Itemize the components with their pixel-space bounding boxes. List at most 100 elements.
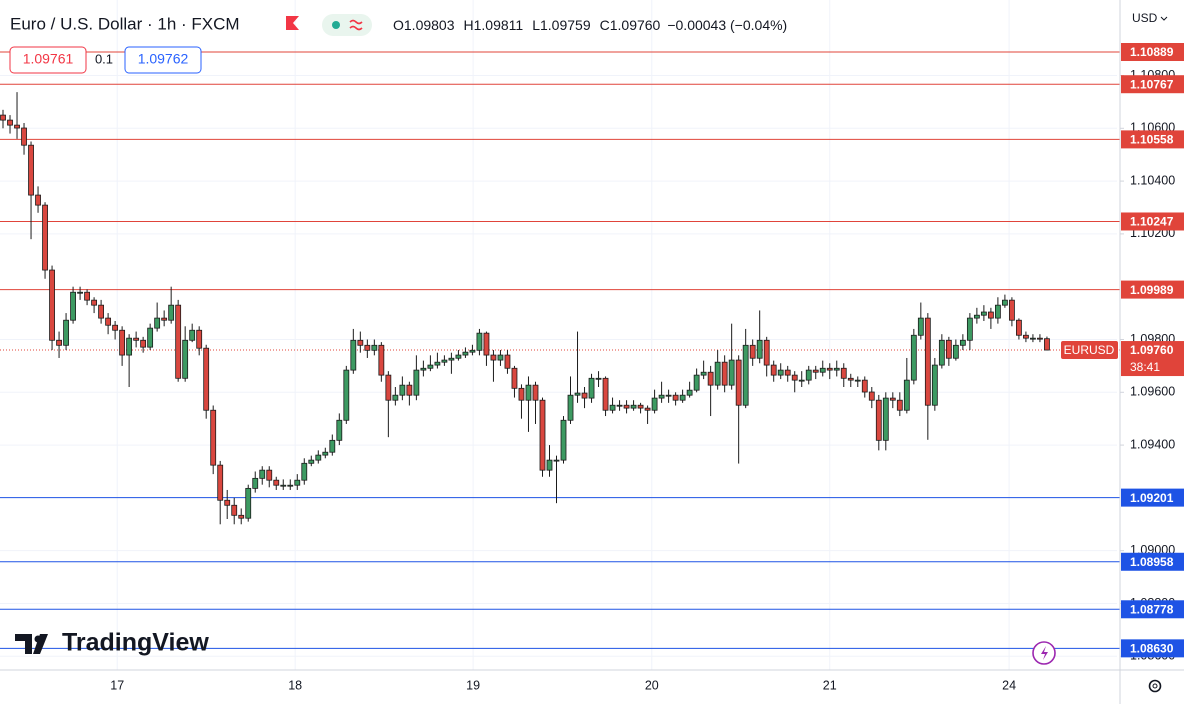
candle-body [98, 304, 104, 319]
candle-body [749, 344, 756, 359]
candle-body [546, 459, 553, 471]
candle-body [42, 204, 48, 271]
last-price-box [1121, 341, 1184, 377]
grid [0, 0, 1117, 670]
candle-body [875, 399, 882, 441]
level-label: 1.10247 [1130, 215, 1174, 229]
candle-body [847, 377, 854, 381]
sell-button[interactable] [9, 46, 87, 74]
candle-body [637, 404, 644, 409]
candle-body [273, 479, 280, 486]
candle-body [581, 392, 588, 399]
candle-body [987, 311, 994, 319]
candle-body [497, 354, 504, 361]
dropdown-arrow [1160, 16, 1168, 21]
y-tick-label: 1.10400 [1130, 173, 1175, 187]
flag-icon[interactable] [286, 16, 299, 30]
candle-body [427, 364, 434, 369]
symbol-title: Euro / U.S. Dollar · 1h · FXCM [10, 14, 240, 33]
sell-price: 1.09761 [23, 51, 74, 67]
candle-body [791, 374, 798, 381]
x-tick-label: 17 [110, 678, 124, 692]
level-label-box [1121, 75, 1184, 94]
candle-body [868, 391, 875, 401]
candle-body [70, 291, 76, 321]
brand-name: TradingView [62, 629, 209, 657]
candle-body [133, 337, 140, 341]
status-dot [332, 21, 340, 29]
ohlc-key: C [600, 17, 610, 33]
candle-body [630, 404, 637, 409]
candle-body [826, 367, 833, 371]
candle-body [945, 339, 952, 359]
level-label-box [1121, 130, 1184, 149]
candle-body [966, 317, 973, 341]
candle-body [609, 404, 616, 411]
candle-body [861, 379, 868, 393]
candle-body [259, 469, 266, 479]
level-label: 1.08778 [1130, 602, 1174, 616]
candle-body [560, 419, 567, 461]
candle-body [672, 394, 679, 401]
candle-body [924, 317, 931, 406]
candle-body [35, 194, 41, 206]
ohlc-key: L [532, 17, 540, 33]
candle-body [371, 344, 378, 351]
candle-body [329, 439, 336, 453]
level-label: 1.08958 [1130, 555, 1174, 569]
candle-body [49, 269, 55, 341]
level-label: 1.10558 [1130, 133, 1174, 147]
candle-body [686, 389, 693, 396]
candle-body [658, 394, 665, 399]
candle-body [21, 127, 27, 146]
ohlc-key: H [464, 17, 474, 33]
candle-body [931, 364, 938, 406]
level-label-box [1121, 600, 1184, 619]
settings-button[interactable] [1148, 679, 1162, 693]
candle-body [119, 329, 126, 356]
candle-body [707, 371, 714, 386]
candle-body [203, 347, 210, 411]
buy-button[interactable] [124, 46, 202, 74]
candle-body [455, 354, 462, 359]
level-label: 1.09201 [1130, 491, 1174, 505]
candle-body [154, 317, 161, 329]
status-pill[interactable] [322, 14, 372, 36]
candle-body [112, 324, 119, 331]
candle-body [532, 384, 539, 401]
candle-body [420, 367, 427, 371]
candle-body [385, 374, 392, 401]
candle-body [938, 339, 945, 366]
candle-body [140, 339, 147, 348]
candle-body [910, 334, 917, 381]
candle-body [693, 374, 700, 391]
candle-body [490, 354, 497, 361]
candle-body [210, 409, 217, 466]
candle-body [525, 384, 532, 401]
candle-body [252, 477, 259, 489]
candle-body [959, 339, 966, 346]
candle-body [1002, 299, 1008, 306]
candle-body [602, 377, 609, 411]
candle-body [336, 419, 343, 441]
currency-select[interactable]: USD [1132, 11, 1158, 25]
candle-body [511, 367, 518, 389]
candle-body [196, 329, 203, 349]
candle-body [973, 314, 980, 319]
candle-body [357, 339, 364, 346]
candle-body [763, 339, 770, 366]
candle-body [469, 349, 476, 353]
brand-logo-dot [34, 635, 42, 643]
candle-body [700, 371, 707, 376]
candle-body [84, 291, 90, 301]
candle-body [315, 454, 322, 461]
candle-body [728, 359, 735, 386]
candle-body [308, 459, 315, 464]
candle-body [301, 462, 308, 481]
candle-body [1044, 338, 1050, 351]
candle-body [623, 404, 630, 409]
candle-body [378, 344, 385, 376]
candle-body [182, 339, 189, 379]
candle-body [392, 394, 399, 401]
